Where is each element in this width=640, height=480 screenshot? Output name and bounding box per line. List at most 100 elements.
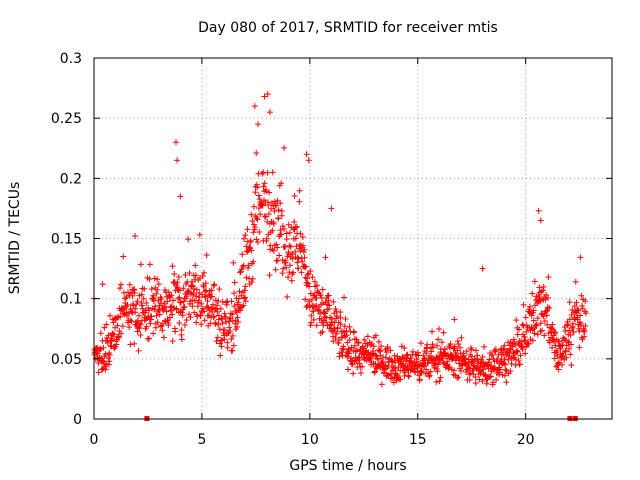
data-point xyxy=(181,303,188,310)
data-point xyxy=(568,341,575,348)
data-point xyxy=(523,328,530,335)
data-point xyxy=(106,312,113,319)
data-point xyxy=(185,236,192,243)
data-point xyxy=(341,323,348,330)
data-point xyxy=(508,360,515,367)
data-point xyxy=(266,189,273,196)
data-point xyxy=(117,313,124,320)
data-point xyxy=(337,314,344,321)
data-point xyxy=(212,320,219,327)
data-point xyxy=(556,359,563,366)
data-point xyxy=(221,310,228,317)
data-point xyxy=(244,226,251,233)
data-point xyxy=(578,292,585,299)
data-point xyxy=(553,347,560,354)
data-point xyxy=(313,282,320,289)
data-point xyxy=(543,312,550,319)
data-point xyxy=(294,254,301,261)
data-point xyxy=(193,293,200,300)
data-point xyxy=(522,314,529,321)
data-point xyxy=(229,332,236,339)
x-tick-label: 10 xyxy=(301,432,319,448)
data-point xyxy=(171,271,178,278)
data-point xyxy=(260,183,267,190)
data-point xyxy=(201,269,208,276)
data-point xyxy=(150,297,157,304)
data-point xyxy=(456,344,463,351)
data-point xyxy=(519,321,526,328)
data-point xyxy=(454,347,461,354)
data-point xyxy=(549,344,556,351)
data-point xyxy=(239,263,246,270)
chart-title: Day 080 of 2017, SRMTID for receiver mti… xyxy=(198,20,498,36)
data-point xyxy=(266,272,273,279)
data-point xyxy=(534,315,541,322)
data-point xyxy=(170,297,177,304)
data-point xyxy=(499,371,506,378)
data-point xyxy=(191,286,198,293)
data-point xyxy=(272,266,279,273)
data-point xyxy=(134,298,141,305)
data-point xyxy=(405,373,412,380)
data-point xyxy=(179,312,186,319)
data-point xyxy=(268,199,275,206)
data-point xyxy=(440,359,447,366)
data-point xyxy=(245,262,252,269)
data-point xyxy=(514,331,521,338)
data-point xyxy=(463,348,470,355)
data-point xyxy=(433,342,440,349)
data-point xyxy=(250,258,257,265)
data-point xyxy=(228,335,235,342)
data-point xyxy=(280,265,287,272)
data-point xyxy=(114,322,121,329)
data-point xyxy=(297,230,304,237)
data-point xyxy=(466,376,473,383)
data-point xyxy=(259,202,266,209)
data-point xyxy=(573,299,580,306)
data-point xyxy=(504,349,511,356)
data-point xyxy=(289,255,296,262)
y-tick-label: 0.3 xyxy=(60,51,82,67)
data-point xyxy=(154,276,161,283)
data-point xyxy=(256,228,263,235)
data-point xyxy=(498,349,505,356)
data-point xyxy=(580,327,587,334)
data-point xyxy=(176,320,183,327)
data-point xyxy=(308,296,315,303)
data-point xyxy=(541,332,548,339)
data-point xyxy=(261,213,268,220)
data-point xyxy=(279,270,286,277)
data-point xyxy=(392,359,399,366)
data-point xyxy=(567,332,574,339)
data-points xyxy=(90,91,589,388)
data-point xyxy=(481,343,488,350)
data-point xyxy=(447,341,454,348)
data-point xyxy=(110,319,117,326)
data-point xyxy=(549,321,556,328)
data-point xyxy=(234,314,241,321)
data-point xyxy=(452,357,459,364)
data-point xyxy=(248,279,255,286)
data-point xyxy=(301,246,308,253)
data-point xyxy=(522,350,529,357)
data-point xyxy=(174,157,181,164)
data-point xyxy=(317,292,324,299)
data-point xyxy=(109,335,116,342)
data-point xyxy=(133,301,140,308)
data-point xyxy=(254,184,261,191)
data-point xyxy=(372,332,379,339)
data-point xyxy=(487,373,494,380)
data-point xyxy=(132,233,139,240)
data-point xyxy=(293,223,300,230)
data-point xyxy=(252,189,259,196)
data-point xyxy=(332,334,339,341)
data-point xyxy=(337,309,344,316)
data-point xyxy=(231,290,238,297)
data-point xyxy=(401,344,408,351)
data-point xyxy=(279,223,286,230)
data-point xyxy=(451,367,458,374)
data-point xyxy=(479,378,486,385)
data-point xyxy=(376,347,383,354)
data-point xyxy=(428,348,435,355)
data-point xyxy=(332,306,339,313)
